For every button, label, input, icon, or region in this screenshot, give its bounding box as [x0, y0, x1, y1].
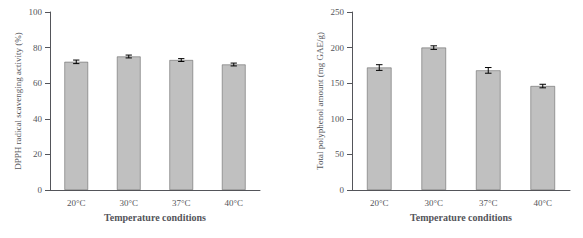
svg-text:60: 60 [33, 78, 43, 88]
svg-text:0: 0 [38, 185, 43, 195]
svg-text:0: 0 [340, 185, 345, 195]
svg-text:40: 40 [33, 114, 43, 124]
svg-text:30°C: 30°C [119, 198, 138, 208]
svg-text:Total polyphenol amount (mg GA: Total polyphenol amount (mg GAE/g) [315, 32, 325, 170]
svg-text:37°C: 37°C [479, 198, 498, 208]
svg-text:150: 150 [331, 78, 345, 88]
svg-text:20°C: 20°C [370, 198, 389, 208]
svg-text:30°C: 30°C [424, 198, 443, 208]
svg-text:40°C: 40°C [533, 198, 552, 208]
svg-text:200: 200 [331, 43, 345, 53]
svg-text:DPPH radical scavenging activi: DPPH radical scavenging activity (%) [13, 32, 23, 169]
svg-text:Temperature conditions: Temperature conditions [104, 212, 206, 223]
svg-text:100: 100 [29, 7, 43, 17]
svg-text:250: 250 [331, 7, 345, 17]
svg-text:40°C: 40°C [224, 198, 243, 208]
svg-text:100: 100 [331, 114, 345, 124]
svg-text:20: 20 [33, 149, 43, 159]
svg-text:20°C: 20°C [67, 198, 86, 208]
svg-text:37°C: 37°C [172, 198, 191, 208]
svg-text:50: 50 [335, 149, 345, 159]
svg-text:80: 80 [33, 43, 43, 53]
svg-text:Temperature conditions: Temperature conditions [410, 212, 512, 223]
